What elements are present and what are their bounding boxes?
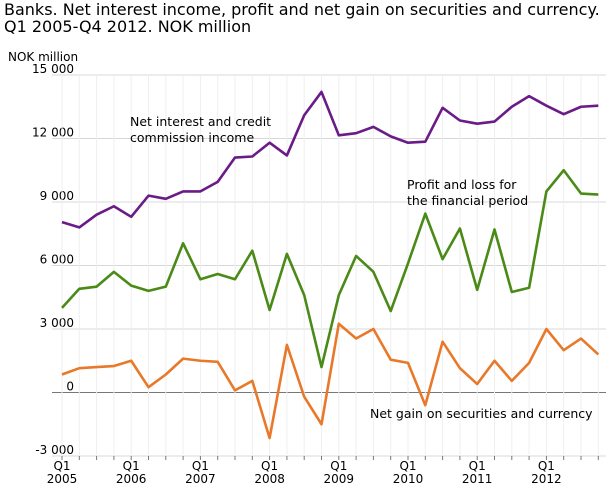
x-tick-label: Q1 2012: [531, 459, 562, 486]
series-label: Net gain on securities and currency: [370, 406, 593, 421]
y-tick-label: -3 000: [35, 443, 74, 457]
x-tick-label: Q1 2006: [115, 459, 147, 486]
series-line: [61, 90, 599, 229]
y-tick-label: 12 000: [32, 126, 74, 140]
series-label: Profit and loss for the financial period: [407, 177, 529, 208]
y-axis-label: NOK million: [8, 50, 79, 64]
x-tick-label: Q1 2008: [254, 459, 285, 486]
x-tick-label: Q1 2011: [461, 459, 493, 486]
x-tick-label: Q1 2010: [392, 459, 424, 486]
series-line: [61, 168, 599, 369]
y-tick-label: 9 000: [40, 189, 74, 203]
x-tick-label: Q1 2009: [323, 459, 355, 486]
y-tick-label: 3 000: [40, 316, 74, 330]
x-tick-label: Q1 2005: [46, 459, 78, 486]
chart-title: Banks. Net interest income, profit and n…: [4, 0, 600, 19]
y-tick-label: 6 000: [40, 253, 74, 267]
y-tick-label: 15 000: [32, 62, 74, 76]
x-tick-label: Q1 2007: [185, 459, 216, 486]
series-label: Net interest and credit commission incom…: [130, 114, 272, 145]
chart-subtitle: Q1 2005-Q4 2012. NOK million: [4, 17, 252, 36]
y-tick-label: 0: [66, 380, 74, 394]
series-line: [61, 322, 600, 440]
